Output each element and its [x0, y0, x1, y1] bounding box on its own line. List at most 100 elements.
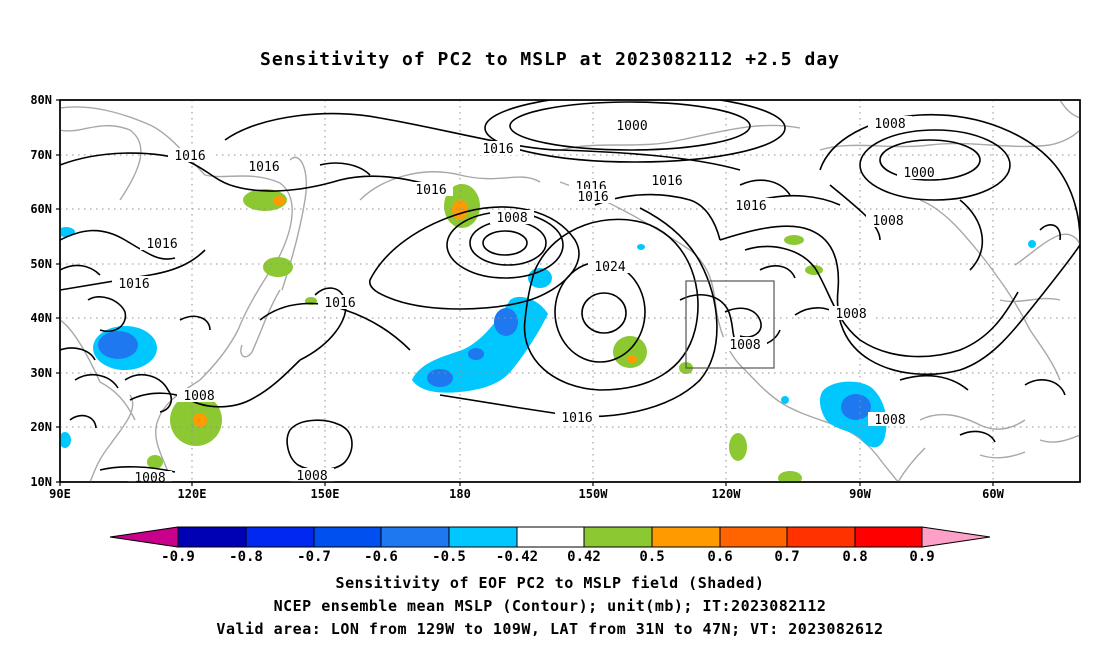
contour-label-bg: [318, 295, 362, 309]
contour-label-bg: [409, 182, 453, 196]
contour-label-bg: [290, 468, 334, 482]
shade-patch: [627, 355, 637, 363]
contour-label-bg: [490, 210, 534, 224]
contour-label-bg: [868, 116, 912, 130]
coastlines: [60, 100, 1080, 482]
colorbar-box: [786, 526, 856, 548]
map-title: Sensitivity of PC2 to MSLP at 2023082112…: [259, 49, 840, 70]
colorbar-label: -0.42: [496, 549, 538, 565]
shade-patch: [494, 308, 518, 336]
mslp-contours: [60, 100, 1080, 473]
contour-labels: 1000 1016 1016 1016 1016 1016 1016 1016 …: [112, 116, 941, 486]
contour-label: 1000: [903, 166, 934, 181]
contour-label-bg: [242, 159, 286, 173]
contour-label: 1016: [248, 160, 279, 175]
contour-label-bg: [723, 337, 767, 351]
shade-patch: [60, 432, 71, 448]
lon-label: 90E: [49, 487, 71, 501]
contour-label: 1016: [482, 142, 513, 157]
valid-area-box: [685, 280, 775, 369]
contour-label-bg: [555, 410, 599, 424]
colorbar-label: -0.7: [297, 549, 331, 565]
lon-label: 150W: [579, 487, 609, 501]
colorbar-box: [448, 526, 518, 548]
contour-label: 1024: [594, 260, 625, 275]
contour-label: 1000: [616, 119, 647, 134]
lat-label: 10N: [30, 475, 52, 489]
colorbar-box: [380, 526, 450, 548]
contour-label-bg: [897, 165, 941, 179]
colorbar-box: [651, 526, 721, 548]
contour-label: 1016: [577, 190, 608, 205]
contour-label: 1016: [118, 277, 149, 292]
contour-label-bg: [588, 259, 632, 273]
contour-label: 1016: [324, 296, 355, 311]
map-border: [59, 99, 1081, 483]
contour-label: 1008: [872, 214, 903, 229]
contour-label-bg: [177, 388, 221, 402]
contour-label-bg: [476, 141, 520, 155]
shade-patch: [1028, 240, 1036, 248]
colorbar-box: [516, 526, 585, 548]
colorbar-label: 0.9: [909, 549, 934, 565]
colorbar-labels: -0.9 -0.8 -0.7 -0.6 -0.5 -0.42 0.42 0.5 …: [161, 549, 935, 565]
shade-patch: [784, 235, 804, 245]
shade-patch: [243, 189, 287, 211]
shade-patch: [781, 396, 789, 404]
contour-label: 1008: [874, 413, 905, 428]
lon-label: 120E: [178, 487, 207, 501]
colorbar-box: [313, 526, 382, 548]
contour-label: 1016: [651, 174, 682, 189]
colorbar-label: 0.8: [842, 549, 867, 565]
lon-label: 60W: [982, 487, 1004, 501]
colorbar-label: 0.5: [639, 549, 664, 565]
shade-patch: [613, 336, 647, 368]
colorbar-label: -0.8: [229, 549, 263, 565]
contour-label: 1016: [735, 199, 766, 214]
contour-label-bg: [571, 189, 615, 203]
colorbar-box: [177, 526, 247, 548]
contour-label: 1016: [174, 149, 205, 164]
lat-label: 20N: [30, 420, 52, 434]
axis-ticks: [56, 99, 994, 486]
shade-patch: [98, 331, 138, 359]
contour-label-bg: [128, 471, 172, 482]
contour-label-bg: [729, 198, 773, 212]
contour-label-bg: [610, 118, 654, 132]
contour-label: 1008: [729, 338, 760, 353]
lat-label: 70N: [30, 148, 52, 162]
contour-label: 1008: [835, 307, 866, 322]
colorbar-right-arrow: [921, 526, 991, 548]
lat-label: 40N: [30, 311, 52, 325]
contour-label: 1008: [874, 117, 905, 132]
contour-label: 1016: [146, 237, 177, 252]
contour-label: 1008: [296, 469, 327, 484]
shade-patch: [193, 413, 207, 427]
contour-label-bg: [168, 148, 212, 162]
contour-label: 1008: [183, 389, 214, 404]
lon-label: 90W: [849, 487, 871, 501]
contour-label: 1008: [496, 211, 527, 226]
colorbar-label: -0.9: [161, 549, 195, 565]
contour-label-bg: [645, 173, 689, 187]
lon-label: 120W: [712, 487, 742, 501]
caption-contour: NCEP ensemble mean MSLP (Contour); unit(…: [273, 597, 827, 615]
shade-patch: [263, 257, 293, 277]
contour-label-bg: [140, 236, 184, 250]
latitude-labels: 80N 70N 60N 50N 40N 30N 20N 10N: [30, 93, 52, 489]
colorbar-label: 0.7: [774, 549, 799, 565]
shade-patch: [841, 394, 871, 420]
colorbar-box: [719, 526, 788, 548]
shade-patch: [729, 433, 747, 461]
lat-label: 50N: [30, 257, 52, 271]
contour-label-bg: [868, 412, 912, 426]
shade-patch: [778, 471, 802, 482]
shade-patch: [273, 196, 285, 206]
contour-label-bg: [829, 306, 873, 320]
longitude-labels: 90E 120E 150E 180 150W 120W 90W 60W: [49, 487, 1004, 501]
contour-label-bg: [866, 213, 910, 227]
shade-patch: [427, 369, 453, 387]
contour-label: 1008: [134, 471, 165, 486]
colorbar-box: [245, 526, 315, 548]
